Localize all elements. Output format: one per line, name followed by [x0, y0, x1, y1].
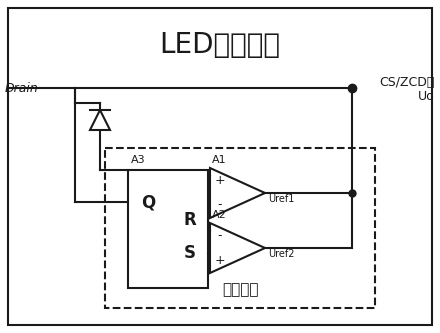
Text: Q: Q: [141, 193, 155, 211]
Text: A1: A1: [212, 155, 227, 165]
Bar: [105, 148, 375, 308]
Text: R: R: [183, 211, 196, 229]
Text: Uo: Uo: [418, 91, 435, 104]
Text: A2: A2: [212, 210, 227, 220]
Text: Drain: Drain: [5, 82, 39, 95]
Text: -: -: [218, 198, 222, 211]
Text: Uref1: Uref1: [268, 194, 294, 204]
Text: LED驱动模块: LED驱动模块: [160, 31, 281, 59]
Text: A3: A3: [131, 155, 146, 165]
Bar: [128, 170, 208, 288]
Text: S: S: [184, 244, 196, 262]
Text: +: +: [215, 174, 225, 187]
Text: CS/ZCD端: CS/ZCD端: [380, 77, 435, 90]
Text: 控制单元: 控制单元: [222, 282, 258, 297]
Text: +: +: [215, 253, 225, 266]
Text: Uref2: Uref2: [268, 249, 294, 259]
Text: -: -: [218, 229, 222, 242]
